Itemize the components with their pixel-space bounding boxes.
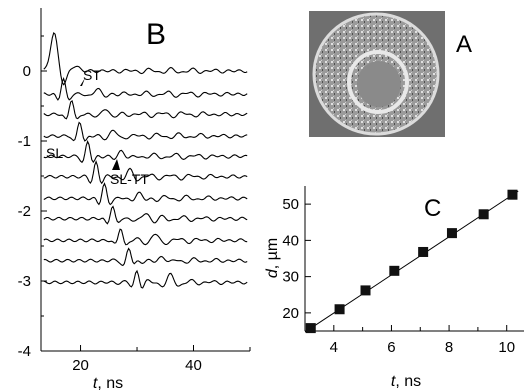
annotation-sl-tt: SL-TT [110, 171, 149, 187]
panel-b-label: B [146, 18, 166, 51]
panel-c-data-point [418, 246, 429, 257]
panel-c-y-tick-label: 30 [282, 269, 299, 286]
panel-b-trace [43, 99, 248, 120]
panel-c-chart: 20 30 40 50 4 6 8 10 C t, ns d, µm [264, 186, 524, 390]
panel-b-y-tick-label: 0 [23, 63, 31, 80]
panel-c-data-point [305, 323, 316, 334]
panel-b-trace [43, 77, 248, 101]
panel-c-y-tick-label: 20 [282, 305, 299, 322]
panel-c-data-point [478, 209, 489, 220]
panel-b-chart: 0 -1 -2 -3 -4 20 40 B ST SL SL-TT t, ns [18, 8, 251, 392]
panel-b-trace [43, 247, 248, 267]
annotation-st-pointer [80, 78, 85, 86]
panel-c-data-point [334, 304, 345, 315]
panel-c-x-axis-var: t [391, 373, 396, 390]
panel-c-x-tick-label: 10 [498, 339, 515, 356]
panel-b-y-tick-label: -2 [18, 203, 31, 220]
panel-c-y-axis-unit: , µm [264, 238, 281, 269]
tissue-outer-rim [312, 12, 440, 136]
panel-b-x-tick-label: 20 [72, 357, 89, 374]
panel-c-y-tick-label: 50 [282, 196, 299, 213]
annotation-sl: SL [46, 145, 63, 161]
panel-b-trace [43, 228, 248, 246]
panel-b-trace [43, 121, 248, 142]
panel-b-trace [43, 139, 248, 164]
panel-c-x-tick-label: 6 [387, 339, 395, 356]
annotation-st: ST [83, 67, 101, 83]
panel-c-x-tick-label: 8 [445, 339, 453, 356]
tissue-ring [347, 50, 409, 114]
panel-b-x-axis-var: t [93, 375, 98, 392]
tissue-core [357, 61, 401, 107]
panel-b-y-tick-label: -1 [18, 133, 31, 150]
panel-b-trace [43, 182, 248, 206]
panel-c-y-axis-title: d, µm [264, 238, 281, 278]
panel-c-label: C [424, 195, 441, 222]
panel-c-y-tick-label: 40 [282, 232, 299, 249]
panel-c-x-axis-title: t, ns [391, 373, 421, 390]
panel-c-data-point [507, 189, 518, 200]
panel-c-y-axis-var: d [264, 268, 281, 278]
panel-c-x-tick-label: 4 [330, 339, 338, 356]
panel-b-x-axis-title: t, ns [93, 375, 123, 392]
panel-b-y-tick-label: -3 [18, 273, 31, 290]
panel-b-trace [43, 205, 248, 225]
panel-c-data-point [446, 228, 457, 239]
panel-b-trace [43, 32, 248, 86]
panel-b-y-tick-label: -4 [18, 343, 31, 360]
annotation-sl-tt-pointer [112, 159, 120, 170]
panel-a-label: A [456, 31, 472, 58]
panel-b-x-tick-label: 40 [185, 357, 202, 374]
panel-b-x-axis-unit: , ns [97, 375, 123, 392]
panel-c-data-point [389, 265, 400, 276]
panel-b-trace [43, 269, 248, 289]
panel-c-x-axis-unit: , ns [395, 373, 421, 390]
panel-b-trace [43, 160, 248, 185]
panel-c-data-point [360, 285, 371, 296]
panel-a-micrograph: A [309, 11, 472, 137]
